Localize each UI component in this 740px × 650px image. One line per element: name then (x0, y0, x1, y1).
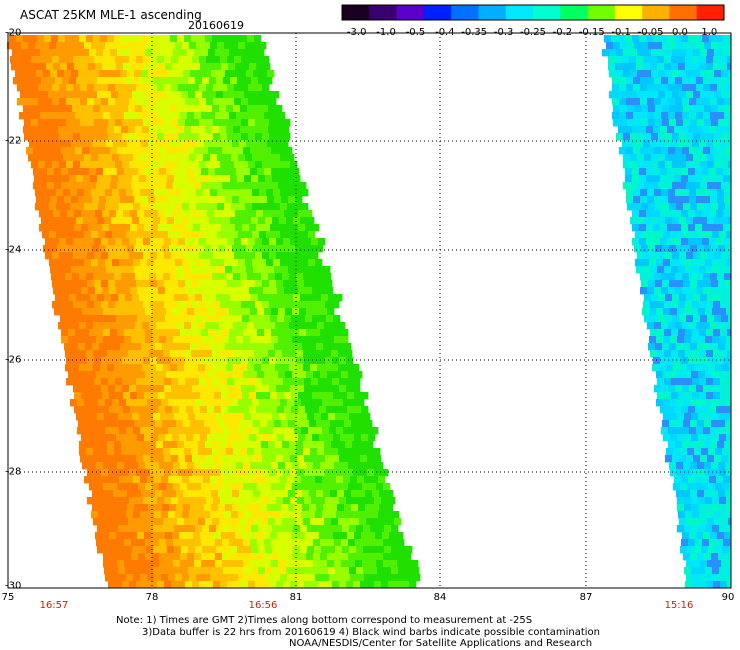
colorbar-swatch (669, 5, 698, 20)
lat-label: -30 (5, 580, 22, 592)
colorbar-label: -3.0 (346, 27, 367, 38)
pass-time-label: 16:56 (248, 600, 278, 611)
colorbar-swatch (696, 5, 725, 20)
lat-label: -20 (5, 27, 22, 39)
lon-label: 84 (433, 592, 447, 603)
colorbar-label: -0.3 (493, 27, 514, 38)
colorbar (341, 4, 725, 21)
colorbar-label: -0.35 (461, 27, 488, 38)
product-date: 20160619 (188, 19, 244, 32)
lat-label: -28 (5, 466, 22, 478)
colorbar-label: -1.0 (376, 27, 396, 38)
colorbar-label: -0.4 (435, 27, 455, 38)
colorbar-swatch (560, 5, 589, 20)
lon-label: 78 (145, 592, 159, 603)
colorbar-swatch (342, 5, 370, 20)
footer-note-1: Note: 1) Times are GMT 2)Times along bot… (116, 615, 533, 626)
colorbar-swatch (614, 5, 643, 20)
lat-lon-grid (8, 33, 731, 588)
colorbar-swatch (533, 5, 561, 20)
colorbar-label: -0.1 (611, 27, 631, 38)
lon-label: 87 (579, 592, 593, 603)
footer-note-2: 3)Data buffer is 22 hrs from 20160619 4)… (142, 627, 600, 638)
product-title: ASCAT 25KM MLE-1 ascending (20, 8, 202, 22)
colorbar-label: -0.05 (637, 27, 664, 38)
colorbar-swatch (396, 5, 425, 20)
colorbar-swatch (369, 5, 398, 20)
pass-time-label: 16:57 (39, 600, 69, 611)
colorbar-label: 0.0 (671, 27, 688, 38)
lon-label: 81 (289, 592, 303, 603)
colorbar-swatch (642, 5, 670, 20)
swath-data (7, 35, 731, 589)
pass-time-label: 15:16 (664, 600, 694, 611)
colorbar-label: -0.25 (520, 27, 546, 38)
colorbar-swatch (478, 5, 507, 20)
colorbar-label: 1.0 (701, 27, 718, 38)
colorbar-label: -0.2 (552, 27, 573, 38)
lat-label: -24 (5, 244, 22, 256)
map-frame (7, 32, 732, 589)
colorbar-label: -0.5 (405, 27, 426, 38)
colorbar-swatch (451, 5, 479, 20)
lat-label: -26 (5, 354, 22, 366)
colorbar-swatch (587, 5, 616, 20)
colorbar-swatch (505, 5, 534, 20)
footer-credit: NOAA/NESDIS/Center for Satellite Applica… (289, 638, 593, 649)
colorbar-swatch (423, 5, 452, 20)
lon-label: 75 (1, 592, 15, 603)
colorbar-label: -0.15 (578, 27, 605, 38)
lat-label: -22 (5, 135, 22, 147)
lon-label: 90 (721, 592, 735, 603)
